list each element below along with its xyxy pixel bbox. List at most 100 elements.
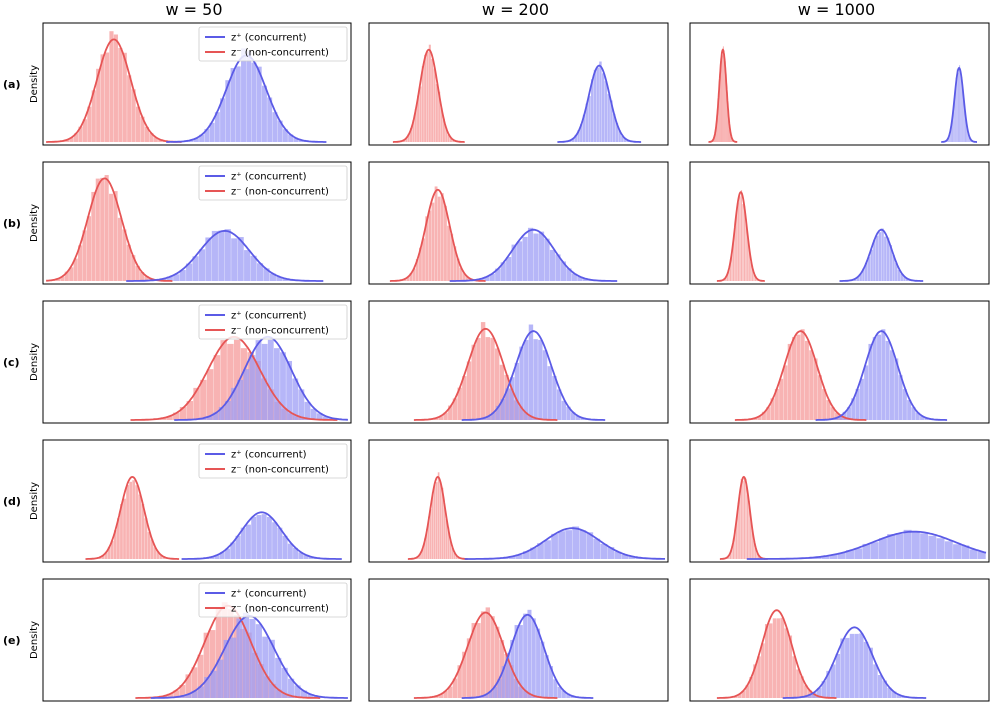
- histogram-bar: [288, 134, 294, 142]
- histogram-bar: [100, 54, 105, 143]
- histogram-bar: [422, 548, 424, 559]
- histogram-bar: [524, 340, 529, 420]
- histogram-bar: [813, 358, 818, 420]
- histogram-bar: [433, 68, 436, 142]
- histogram-bar: [135, 265, 140, 281]
- histogram-bar: [961, 77, 963, 142]
- histogram-bar: [123, 498, 126, 559]
- histogram-concurrent: [480, 526, 664, 559]
- histogram-bar: [593, 538, 601, 559]
- histogram-bar: [91, 191, 96, 281]
- histogram-bar: [959, 65, 961, 142]
- histogram-bar: [719, 82, 721, 142]
- histogram-bar: [495, 405, 501, 420]
- histogram-bar: [294, 685, 301, 698]
- histogram-bar: [166, 276, 173, 281]
- histogram-bar: [213, 355, 221, 420]
- histogram-bar: [113, 34, 118, 142]
- histogram-bar: [153, 547, 157, 559]
- histogram-bar: [514, 625, 519, 698]
- histogram-bar: [903, 529, 912, 559]
- histogram-bar: [737, 693, 742, 698]
- density-curve-non-concurrent: [716, 191, 765, 282]
- histogram-bar: [741, 690, 746, 698]
- histogram-bar: [586, 532, 594, 559]
- histogram-bar: [409, 273, 413, 281]
- histogram-bar: [239, 629, 246, 698]
- histogram-bar: [424, 538, 426, 559]
- density-curve-non-concurrent: [85, 475, 180, 560]
- histogram-bar: [949, 131, 951, 142]
- histogram-bar: [435, 84, 438, 142]
- histogram-bar: [734, 528, 736, 559]
- histogram-bar: [544, 238, 550, 281]
- panel-frame: [368, 300, 669, 424]
- histogram-bar: [494, 626, 500, 698]
- histogram-bar: [495, 268, 501, 281]
- histogram-bar: [864, 365, 869, 420]
- histogram-bar: [440, 193, 444, 281]
- histogram-bar: [298, 389, 305, 420]
- histogram-bar: [889, 350, 894, 420]
- legend: z⁺ (concurrent) z⁻ (non-concurrent): [198, 443, 348, 479]
- panel-frame: [368, 22, 669, 146]
- histogram-bar: [821, 555, 830, 559]
- histogram-concurrent: [771, 529, 986, 559]
- histogram-bar: [113, 191, 118, 281]
- histogram-bar: [82, 119, 87, 142]
- histogram-bar: [967, 131, 969, 142]
- density-curve-concurrent: [941, 66, 977, 143]
- histogram-bar: [508, 556, 516, 559]
- panel-grid: z⁺ (concurrent)z⁻ (non-concurrent) z⁺ (co…: [42, 22, 990, 702]
- histogram-bar: [963, 102, 965, 142]
- histogram-bar: [235, 535, 241, 559]
- histogram-bar: [948, 135, 950, 142]
- histogram-bar: [733, 696, 738, 698]
- histogram-bar: [566, 268, 572, 281]
- histogram-bar: [455, 555, 458, 559]
- histogram-bar: [540, 641, 545, 698]
- histogram-bar: [580, 417, 585, 420]
- row-label-1: (a): [3, 78, 20, 91]
- histogram-bar: [459, 267, 463, 281]
- histogram-bar: [952, 115, 954, 142]
- panel-b-col2: [368, 161, 669, 285]
- histogram-bar: [452, 398, 458, 420]
- histogram-non-concurrent: [412, 472, 463, 559]
- histogram-bar: [268, 639, 275, 698]
- panel-c-col1: z⁺ (concurrent) z⁻ (non-concurrent): [42, 300, 352, 424]
- histogram-bar: [307, 694, 314, 698]
- histogram-bar: [65, 139, 70, 142]
- histogram-bar: [720, 61, 722, 143]
- histogram-bar: [104, 175, 109, 281]
- histogram-bar: [424, 54, 427, 142]
- density-curve-non-concurrent: [734, 330, 867, 421]
- histogram-bar: [511, 244, 517, 281]
- histogram-bar: [768, 623, 773, 698]
- histogram-bar: [856, 276, 860, 281]
- histogram-bar: [870, 249, 873, 281]
- histogram-bar: [426, 528, 428, 559]
- histogram-bar: [862, 543, 871, 559]
- histogram-bar: [714, 134, 716, 142]
- histogram-bar: [419, 86, 422, 142]
- density-curve-non-concurrent: [389, 188, 486, 282]
- histogram-bar: [440, 107, 443, 142]
- histogram-bar: [135, 485, 139, 559]
- histogram-bar: [485, 607, 491, 698]
- histogram-bar: [438, 91, 441, 142]
- histogram-bar: [877, 675, 883, 698]
- histogram-bar: [905, 278, 909, 281]
- histogram-bar: [621, 136, 624, 142]
- histogram-bar: [199, 134, 205, 142]
- histogram-bar: [55, 278, 60, 281]
- density-curve-non-concurrent: [413, 611, 558, 699]
- histogram-bar: [219, 552, 225, 559]
- histogram-bar: [518, 625, 523, 698]
- histogram-bar: [206, 416, 213, 420]
- histogram-bar: [542, 350, 548, 420]
- histogram-non-concurrent: [47, 175, 162, 281]
- histogram-bar: [740, 190, 743, 281]
- histogram-bar: [426, 52, 429, 142]
